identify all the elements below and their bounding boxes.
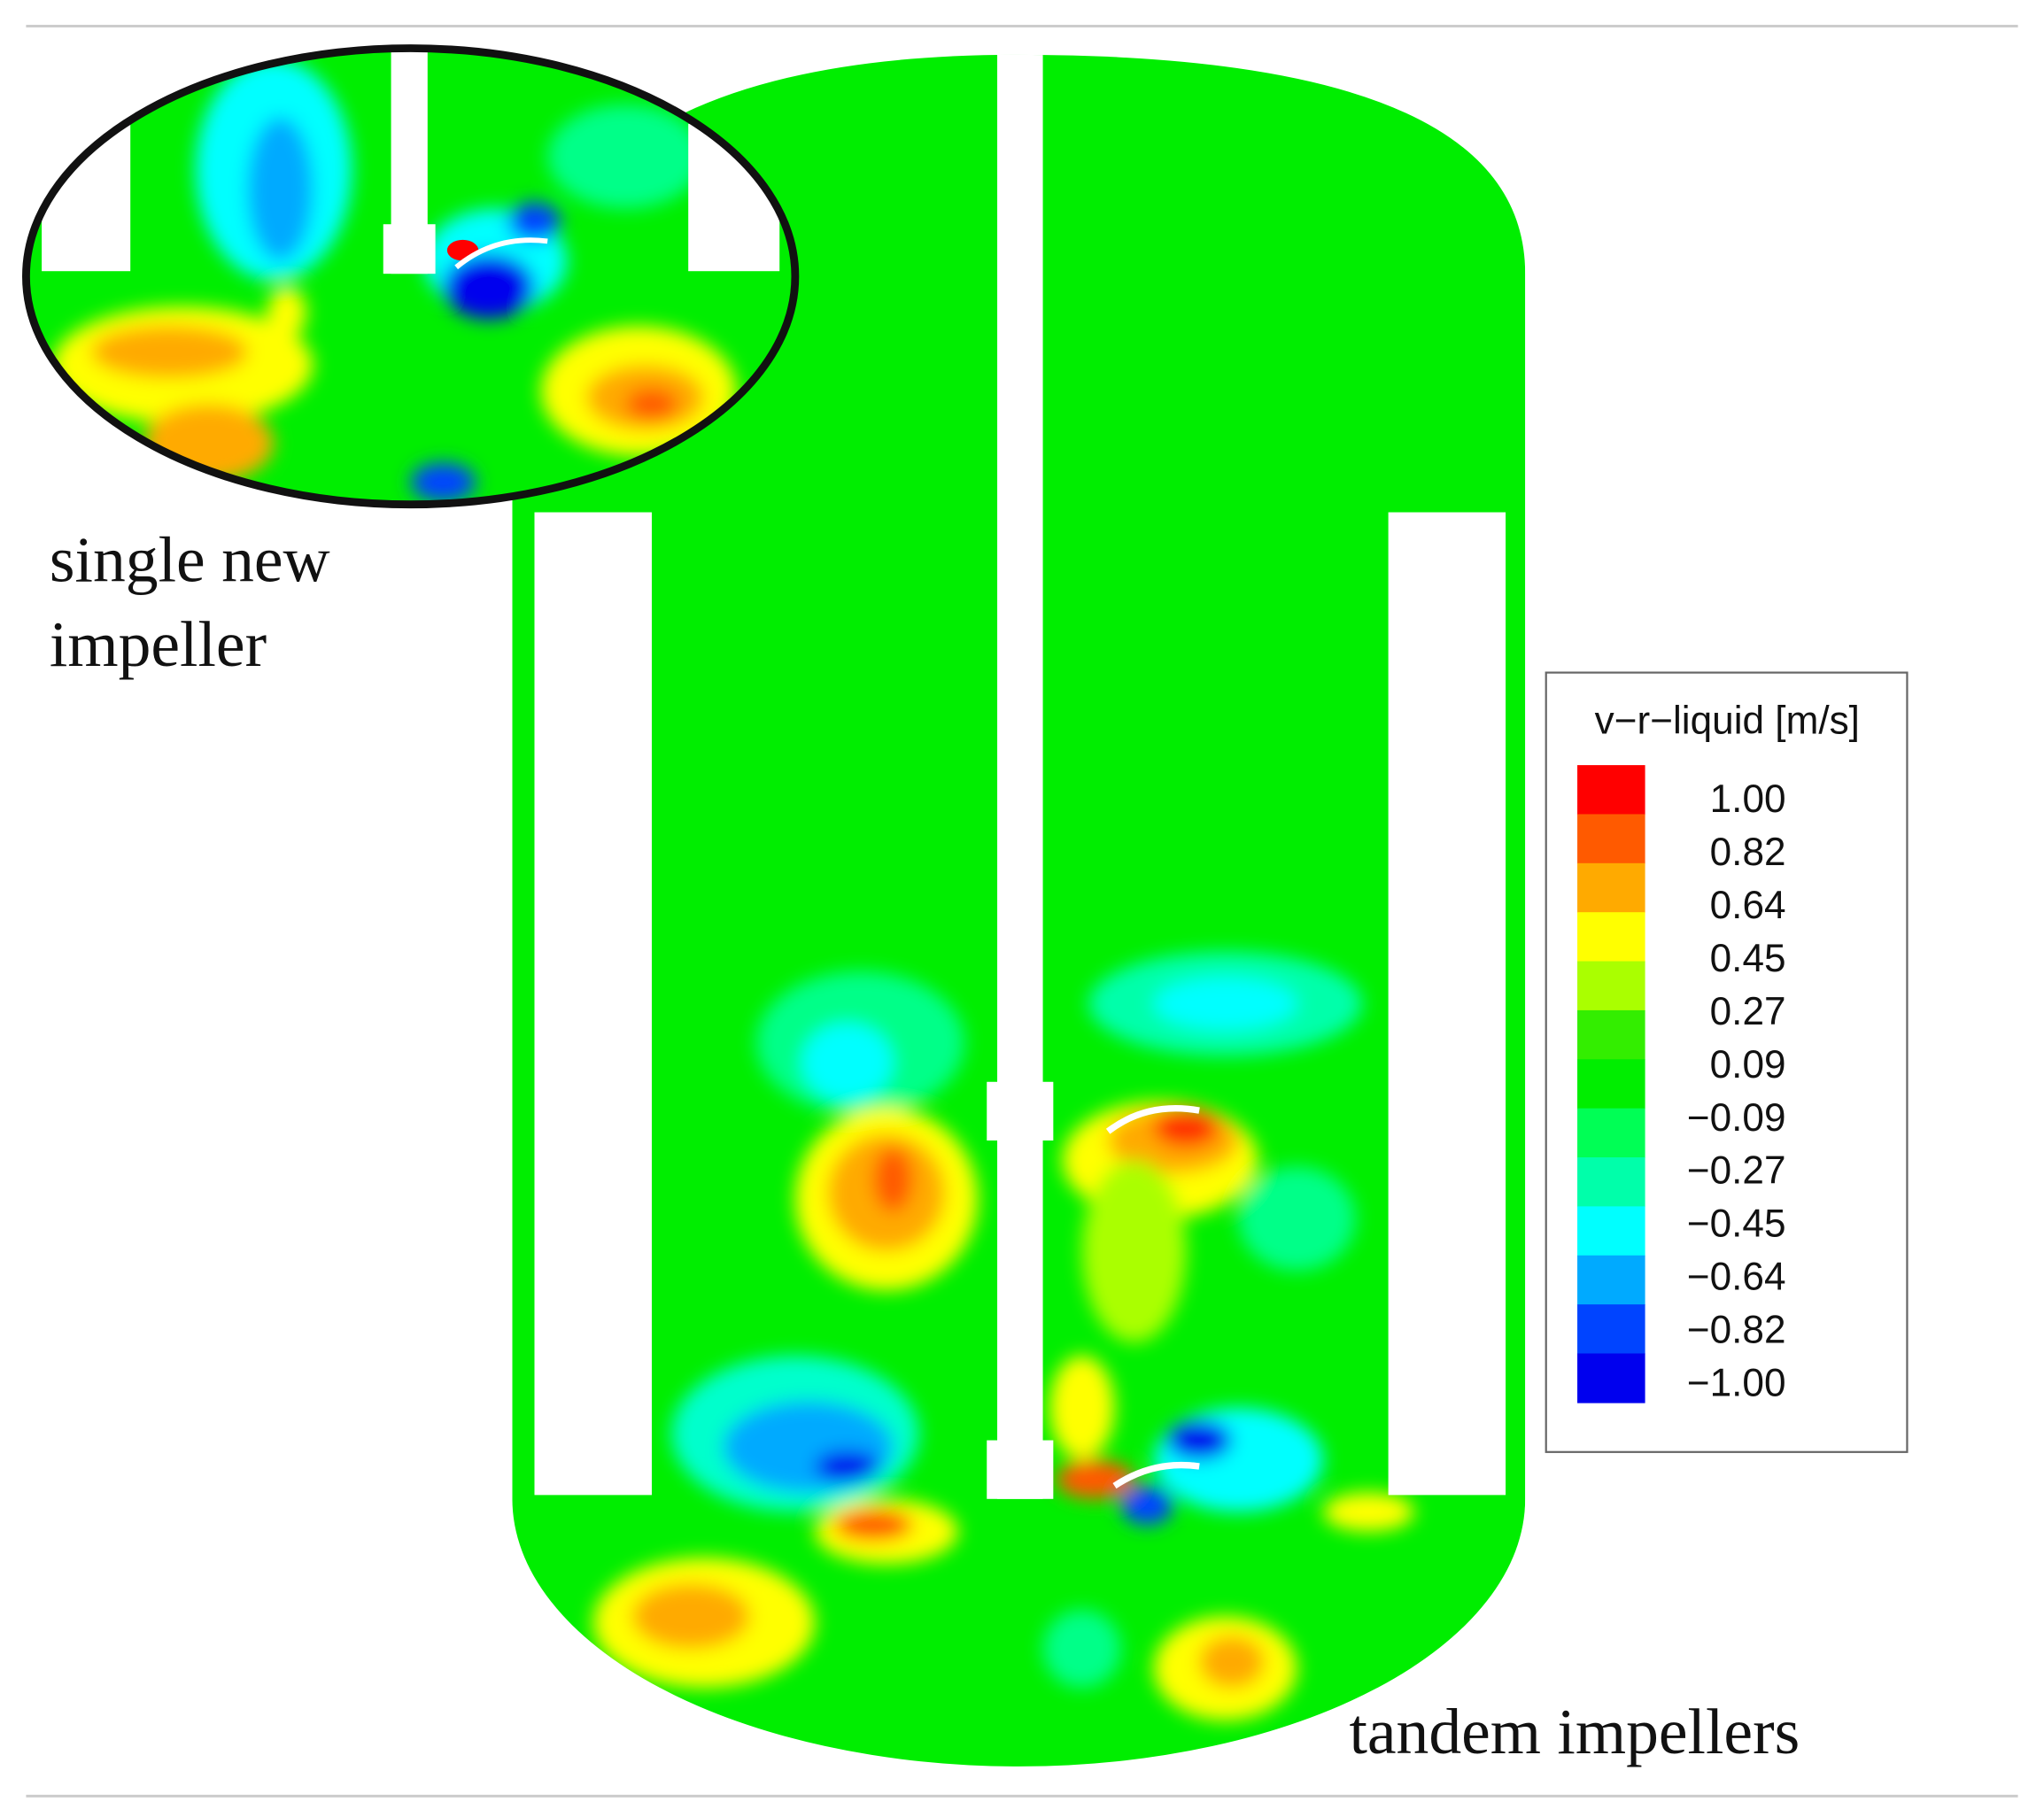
- legend-swatch: [1577, 1059, 1645, 1110]
- inset-label: impeller: [50, 607, 267, 680]
- main-label: tandem impellers: [1349, 1695, 1800, 1767]
- legend-label: −0.09: [1687, 1096, 1786, 1140]
- legend-label: 0.82: [1710, 831, 1786, 874]
- inset: [22, 44, 800, 509]
- legend-label: −0.64: [1687, 1256, 1786, 1299]
- legend-swatch: [1577, 862, 1645, 913]
- legend-label: 0.45: [1710, 937, 1786, 980]
- legend-swatch: [1577, 1353, 1645, 1403]
- legend-label: −1.00: [1687, 1362, 1786, 1405]
- inset-label: single new: [50, 523, 330, 596]
- legend-swatch: [1577, 1304, 1645, 1355]
- legend-swatch: [1577, 1009, 1645, 1061]
- legend-swatch: [1577, 1255, 1645, 1305]
- legend-swatch: [1577, 1206, 1645, 1256]
- legend-swatch: [1577, 961, 1645, 1011]
- legend-label: 0.64: [1710, 884, 1786, 927]
- legend-swatch: [1577, 1157, 1645, 1208]
- legend-label: −0.27: [1687, 1149, 1786, 1193]
- legend-title: v−r−liquid [m/s]: [1595, 700, 1860, 743]
- legend-swatch: [1577, 765, 1645, 816]
- legend-swatch: [1577, 1108, 1645, 1158]
- legend-label: −0.82: [1687, 1309, 1786, 1352]
- legend-label: 0.27: [1710, 990, 1786, 1033]
- legend-swatch: [1577, 912, 1645, 963]
- legend: v−r−liquid [m/s] 1.00 0.82 0.64 0.45 0.27 0.0…: [1545, 671, 1909, 1453]
- legend-label: 0.09: [1710, 1043, 1786, 1086]
- legend-label: 1.00: [1710, 777, 1786, 821]
- legend-label: −0.45: [1687, 1202, 1786, 1246]
- legend-swatch: [1577, 814, 1645, 864]
